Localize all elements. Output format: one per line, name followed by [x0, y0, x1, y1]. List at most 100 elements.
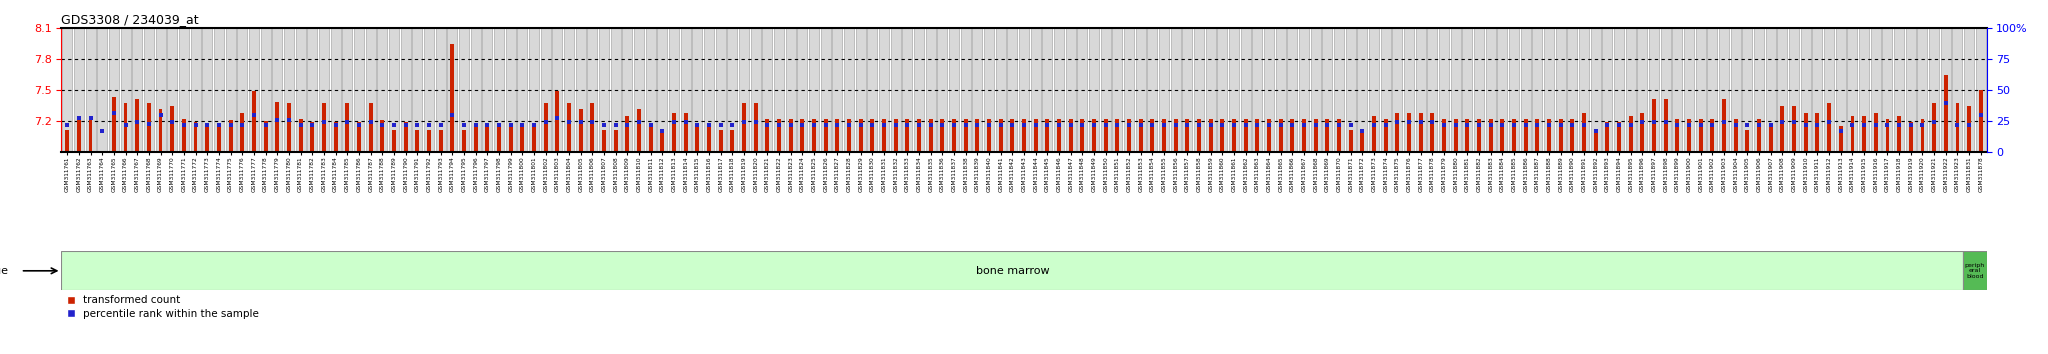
Bar — [229, 120, 233, 152]
Point — [1765, 120, 1798, 125]
Bar — [203, 28, 213, 152]
Bar — [401, 28, 410, 152]
Bar — [1675, 119, 1679, 152]
Bar — [1800, 28, 1810, 152]
Bar — [74, 28, 84, 152]
Bar — [1253, 28, 1262, 152]
Point — [1405, 120, 1438, 125]
Bar — [1683, 28, 1694, 152]
Point — [1427, 122, 1460, 128]
Bar — [506, 28, 516, 152]
Bar — [485, 124, 489, 152]
Point — [1415, 120, 1448, 125]
Bar — [905, 119, 909, 152]
Point — [1800, 122, 1833, 128]
Point — [109, 122, 141, 128]
Point — [518, 122, 551, 128]
Bar — [1243, 119, 1247, 152]
Bar — [754, 103, 758, 152]
Point — [1229, 122, 1262, 128]
Point — [121, 120, 154, 125]
Point — [575, 120, 608, 125]
Bar — [1174, 119, 1178, 152]
Point — [190, 122, 223, 128]
Point — [215, 122, 248, 128]
Point — [1860, 122, 1892, 128]
Bar — [1427, 28, 1438, 152]
Bar — [1010, 119, 1014, 152]
Bar — [1812, 28, 1823, 152]
Bar — [1661, 28, 1671, 152]
Bar — [692, 28, 702, 152]
Point — [623, 120, 655, 125]
Bar — [1057, 119, 1061, 152]
Point — [295, 122, 328, 128]
Point — [203, 122, 236, 128]
Point — [51, 122, 84, 128]
Bar — [1077, 28, 1087, 152]
Point — [834, 122, 866, 128]
Point — [1206, 122, 1239, 128]
Point — [377, 122, 410, 128]
Bar — [1288, 28, 1296, 152]
Text: periph
eral
blood: periph eral blood — [1964, 263, 1985, 279]
Point — [1964, 112, 1997, 118]
Point — [459, 122, 492, 128]
Bar — [354, 28, 365, 152]
Point — [670, 120, 702, 125]
Point — [1159, 122, 1192, 128]
Bar — [391, 130, 395, 152]
Point — [272, 117, 305, 123]
Bar — [1722, 98, 1726, 152]
Point — [913, 122, 946, 128]
Bar — [1081, 119, 1083, 152]
Bar — [1475, 28, 1485, 152]
Bar — [1968, 106, 1970, 152]
Point — [1872, 122, 1905, 128]
Bar — [1860, 28, 1870, 152]
Point — [985, 122, 1018, 128]
Point — [342, 122, 375, 128]
Point — [1440, 122, 1473, 128]
Bar — [342, 28, 352, 152]
Bar — [1896, 116, 1901, 152]
Bar — [858, 119, 862, 152]
Bar — [1419, 113, 1423, 152]
Bar — [1825, 28, 1835, 152]
Point — [528, 120, 561, 125]
Point — [879, 122, 911, 128]
Bar — [1745, 130, 1749, 152]
Point — [1591, 122, 1624, 128]
Point — [1475, 122, 1507, 128]
Bar — [625, 116, 629, 152]
Bar — [1792, 106, 1796, 152]
Bar — [1372, 116, 1376, 152]
Bar — [1395, 113, 1399, 152]
Bar — [1696, 28, 1706, 152]
Bar — [240, 113, 244, 152]
Bar — [752, 28, 760, 152]
Point — [1147, 122, 1180, 128]
Point — [307, 120, 340, 125]
Bar — [1477, 119, 1481, 152]
Point — [705, 122, 737, 128]
Bar — [346, 103, 348, 152]
Bar — [1325, 119, 1329, 152]
Bar — [88, 119, 92, 152]
Point — [1370, 122, 1403, 128]
Bar — [109, 28, 119, 152]
Bar — [1346, 28, 1356, 152]
Bar — [1139, 119, 1143, 152]
Bar — [330, 28, 340, 152]
Bar — [1147, 28, 1157, 152]
Point — [1720, 122, 1753, 128]
Point — [600, 122, 633, 128]
Point — [752, 122, 784, 128]
Bar — [520, 123, 524, 152]
Bar — [1442, 119, 1446, 152]
Bar — [1571, 119, 1575, 152]
Bar — [471, 28, 481, 152]
Bar — [1944, 75, 1948, 152]
Bar — [1350, 130, 1352, 152]
Bar — [377, 28, 387, 152]
